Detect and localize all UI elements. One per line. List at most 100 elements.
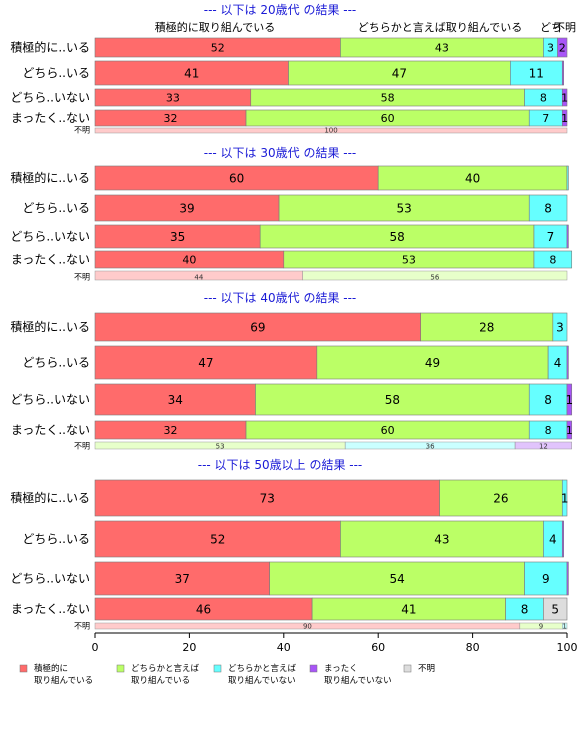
- bar-value-label: 5: [551, 603, 559, 617]
- row-label: まったく..ない: [11, 602, 90, 616]
- bar-segment: [561, 109, 568, 127]
- bar-value-label: 40: [182, 254, 196, 267]
- legend-label: 取り組んでいない: [324, 675, 392, 686]
- bar-segment: [269, 561, 525, 596]
- bar-value-label: 58: [381, 92, 395, 105]
- bar-value-label: 9: [542, 572, 550, 586]
- x-tick-label: 60: [371, 641, 385, 654]
- unknown-value-label: 1: [562, 623, 566, 631]
- x-tick-label: 0: [92, 641, 99, 654]
- unknown-row-label: 不明: [74, 442, 90, 451]
- bar-value-label: 26: [493, 492, 508, 506]
- group-title: --- 以下は 40歳代 の結果 ---: [204, 291, 357, 305]
- legend-swatch: [309, 664, 318, 673]
- row-label: まったく..ない: [11, 423, 90, 437]
- bar-value-label: 39: [179, 202, 194, 216]
- bar-value-label: 32: [164, 424, 178, 437]
- bar-segment: [543, 597, 568, 621]
- bar-segment: [439, 479, 563, 517]
- unknown-value-label: 53: [216, 443, 225, 451]
- bar-value-label: 1: [566, 393, 574, 407]
- legend-swatch: [116, 664, 125, 673]
- bar-value-label: 8: [544, 202, 552, 216]
- bar-segment: [94, 194, 280, 222]
- row-label: まったく..ない: [11, 111, 90, 125]
- bar-value-label: 2: [559, 42, 566, 55]
- bar-value-label: 37: [175, 572, 190, 586]
- row-label: 積極的に..いる: [10, 490, 90, 505]
- bar-value-label: 60: [381, 112, 395, 125]
- row-label: 積極的に..いる: [10, 170, 90, 185]
- top-category-label: どちらかと言えば取り組んでいる: [358, 21, 522, 34]
- bar-segment: [566, 383, 573, 416]
- bar-value-label: 40: [465, 172, 480, 186]
- legend-label: どちらかと言えば: [228, 663, 297, 674]
- bar-value-label: 28: [479, 321, 494, 335]
- bar-value-label: 53: [397, 202, 412, 216]
- bar-value-label: 69: [250, 321, 265, 335]
- top-category-label: 積極的に取り組んでいる: [155, 20, 275, 34]
- bar-value-label: 58: [385, 393, 400, 407]
- bar-segment: [94, 520, 341, 558]
- bar-value-label: 43: [435, 42, 449, 55]
- row-label: どちら..いない: [10, 572, 90, 586]
- unknown-value-label: 90: [303, 623, 312, 631]
- legend-label: 取り組んでいない: [228, 675, 296, 686]
- bar-segment: [94, 345, 318, 380]
- bar-value-label: 3: [556, 321, 564, 335]
- bar-value-label: 8: [544, 393, 552, 407]
- unknown-bar-segment: [94, 127, 568, 134]
- bar-value-label: 33: [166, 92, 180, 105]
- bar-value-label: 8: [549, 254, 556, 267]
- bar-segment: [566, 165, 569, 191]
- bar-value-label: 1: [566, 424, 573, 437]
- bar-segment: [255, 383, 530, 416]
- bar-segment: [561, 88, 568, 107]
- top-category-label: 不明: [554, 21, 576, 34]
- bar-value-label: 8: [521, 603, 529, 617]
- bar-segment: [94, 165, 379, 191]
- bar-value-label: 47: [392, 67, 407, 81]
- unknown-value-label: 44: [194, 274, 203, 282]
- legend-label: まったく: [324, 664, 358, 674]
- bar-segment: [561, 60, 564, 86]
- x-tick-label: 20: [182, 641, 196, 654]
- bar-value-label: 41: [184, 67, 199, 81]
- bar-value-label: 1: [561, 112, 568, 125]
- bar-segment: [566, 345, 569, 380]
- bar-segment: [94, 561, 270, 596]
- bar-value-label: 1: [561, 92, 568, 105]
- bar-value-label: 32: [164, 112, 178, 125]
- legend-label: 積極的に: [34, 663, 68, 674]
- bar-value-label: 7: [542, 112, 549, 125]
- unknown-row-label: 不明: [74, 622, 90, 631]
- unknown-value-label: 12: [539, 443, 548, 451]
- bar-value-label: 4: [554, 356, 562, 370]
- bar-segment: [524, 561, 568, 596]
- bar-value-label: 1: [561, 492, 569, 506]
- unknown-value-label: 56: [430, 274, 439, 282]
- unknown-bar-segment: [514, 441, 572, 450]
- unknown-row-label: 不明: [74, 273, 90, 282]
- bar-value-label: 35: [170, 230, 185, 244]
- row-label: どちら..いない: [10, 230, 90, 244]
- bar-segment: [528, 194, 568, 222]
- unknown-bar-segment: [562, 622, 568, 630]
- bar-segment: [566, 420, 573, 440]
- group-title: --- 以下は 20歳代 の結果 ---: [204, 3, 357, 17]
- bar-segment: [561, 479, 568, 517]
- bar-segment: [94, 60, 289, 86]
- group-title: --- 以下は 30歳代 の結果 ---: [204, 146, 357, 160]
- group-title: --- 以下は 50歳以上 の結果 ---: [198, 458, 363, 472]
- row-label: 積極的に..いる: [10, 40, 90, 55]
- bar-segment: [316, 345, 549, 380]
- bar-value-label: 7: [547, 230, 555, 244]
- bar-segment: [566, 224, 569, 249]
- legend-label: どちらかと言えば: [131, 663, 200, 674]
- unknown-row-label: 不明: [74, 126, 90, 135]
- bar-segment: [420, 312, 554, 342]
- bar-value-label: 34: [168, 393, 183, 407]
- unknown-bar-segment: [302, 270, 568, 281]
- legend-label: 取り組んでいる: [34, 675, 93, 686]
